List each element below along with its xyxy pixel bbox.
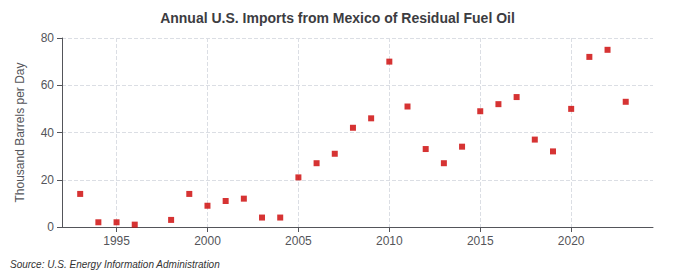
svg-text:2020: 2020: [558, 234, 585, 248]
svg-text:20: 20: [41, 173, 55, 187]
svg-text:Thousand Barrels per Day: Thousand Barrels per Day: [13, 62, 27, 202]
svg-text:40: 40: [41, 126, 55, 140]
svg-text:2000: 2000: [194, 234, 221, 248]
svg-text:2005: 2005: [285, 234, 312, 248]
svg-text:Source: U.S. Energy Informatio: Source: U.S. Energy Information Administ…: [10, 259, 220, 270]
svg-text:2015: 2015: [467, 234, 494, 248]
svg-text:0: 0: [47, 220, 54, 234]
svg-text:1995: 1995: [103, 234, 130, 248]
svg-text:80: 80: [41, 31, 55, 45]
svg-text:2010: 2010: [376, 234, 403, 248]
svg-text:Annual U.S. Imports from Mexic: Annual U.S. Imports from Mexico of Resid…: [160, 10, 515, 26]
svg-text:60: 60: [41, 78, 55, 92]
